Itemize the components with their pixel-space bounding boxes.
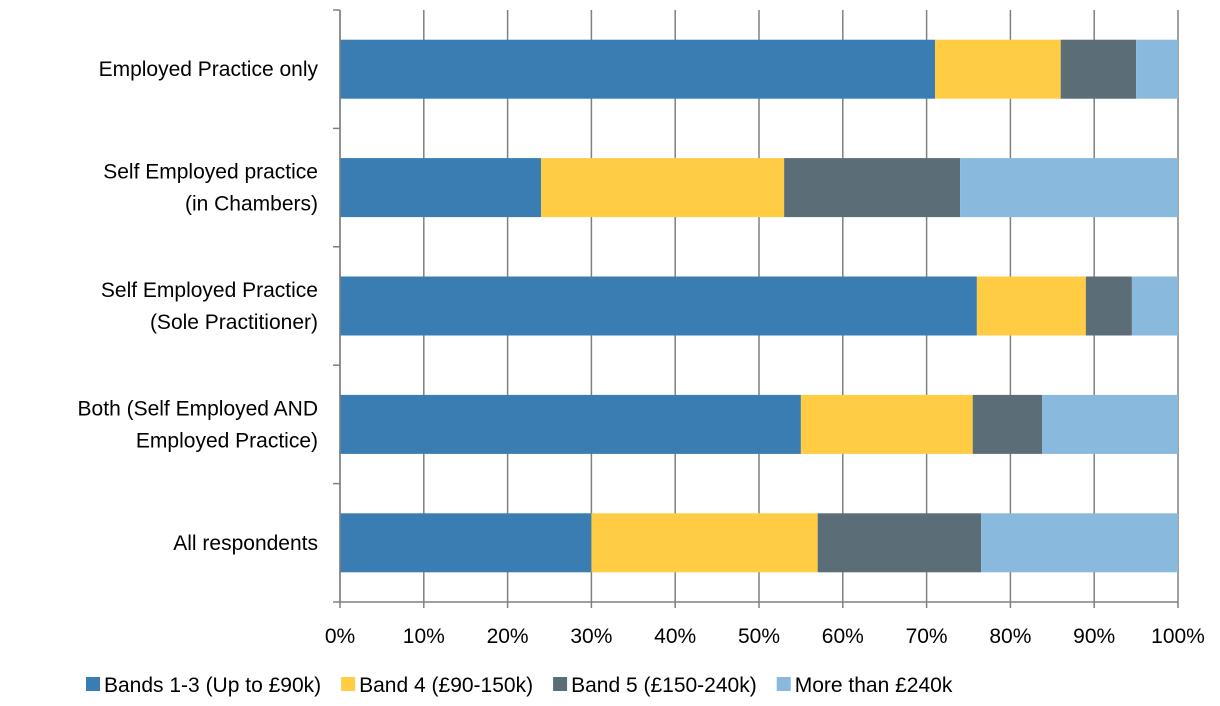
x-tick-label: 50%: [738, 625, 780, 648]
x-tick-label: 30%: [570, 625, 612, 648]
bars: [340, 39, 1178, 573]
x-tick-label: 10%: [403, 625, 445, 648]
legend-label: Band 5 (£150-240k): [571, 674, 757, 697]
x-tick-label: 40%: [654, 625, 696, 648]
legend-swatch: [776, 677, 791, 691]
legend: Bands 1-3 (Up to £90k) Band 4 (£90-150k) B…: [86, 674, 953, 697]
bar-segment: [1131, 276, 1178, 336]
legend-label: Bands 1-3 (Up to £90k): [104, 674, 321, 697]
bar-segment: [340, 276, 977, 336]
x-tick-label: 80%: [989, 625, 1031, 648]
legend-swatch: [86, 677, 100, 691]
x-tick-label: 0%: [325, 625, 355, 648]
legend-swatch: [553, 677, 568, 691]
x-tick-label: 20%: [487, 625, 529, 648]
bar-segment: [340, 394, 801, 454]
category-label: Both (Self Employed AND Employed Practice…: [78, 397, 318, 452]
x-tick-labels: 0% 10% 20% 30% 40% 50% 60% 70% 80% 90% 100%: [325, 625, 1205, 648]
bar-segment: [800, 394, 973, 454]
bar-segment: [784, 158, 961, 218]
bar-segment: [340, 513, 592, 573]
bar-segment: [1136, 39, 1178, 99]
x-tick-label: 70%: [906, 625, 948, 648]
bar-segment: [972, 394, 1043, 454]
x-tick-label: 90%: [1073, 625, 1115, 648]
axes: [333, 9, 1178, 603]
bar-segment: [960, 158, 1178, 218]
bar-segment: [976, 276, 1086, 336]
bar-segment: [981, 513, 1178, 573]
category-labels: Employed Practice only Self Employed prac…: [78, 58, 319, 555]
bar-segment: [340, 39, 935, 99]
category-label: Self Employed Practice (Sole Practitioner…: [101, 279, 318, 334]
bar-segment: [817, 513, 982, 573]
bar-segment: [591, 513, 818, 573]
legend-label: More than £240k: [795, 674, 953, 697]
category-label: Self Employed practice (in Chambers): [103, 161, 318, 216]
category-label: All respondents: [173, 532, 318, 555]
bar-segment: [1085, 276, 1132, 336]
bar-segment: [1042, 394, 1178, 454]
bar-segment: [934, 39, 1061, 99]
x-tick-label: 60%: [822, 625, 864, 648]
category-label: Employed Practice only: [99, 58, 319, 81]
legend-swatch: [341, 677, 356, 691]
x-tick-label: 100%: [1151, 625, 1205, 648]
bar-segment: [340, 158, 542, 218]
legend-label: Band 4 (£90-150k): [359, 674, 533, 697]
bar-segment: [541, 158, 785, 218]
bar-segment: [1060, 39, 1137, 99]
